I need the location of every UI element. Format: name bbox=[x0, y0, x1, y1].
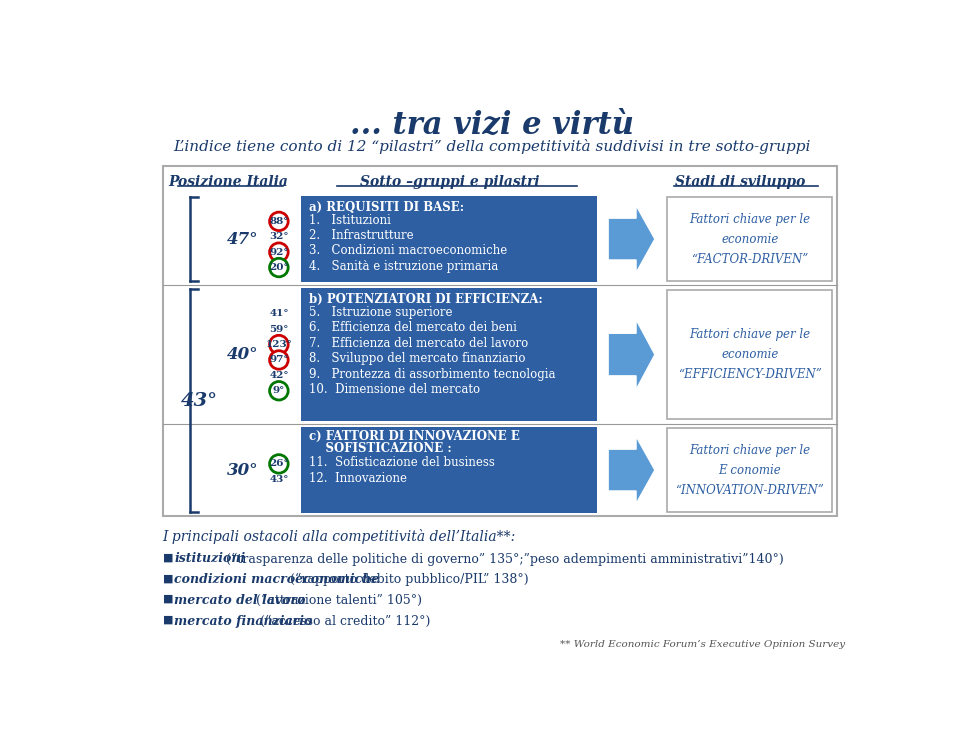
Text: Stadi di sviluppo: Stadi di sviluppo bbox=[675, 175, 805, 189]
Text: ■: ■ bbox=[162, 615, 173, 625]
Text: (“attrazione talenti” 105°): (“attrazione talenti” 105°) bbox=[252, 594, 421, 607]
Text: 9.   Prontezza di assorbimento tecnologia: 9. Prontezza di assorbimento tecnologia bbox=[309, 368, 556, 381]
Circle shape bbox=[270, 259, 288, 277]
Text: 5.   Istruzione superiore: 5. Istruzione superiore bbox=[309, 306, 452, 319]
Text: Posizione Italia: Posizione Italia bbox=[169, 175, 288, 189]
Text: 41°: 41° bbox=[269, 309, 289, 319]
FancyBboxPatch shape bbox=[301, 196, 597, 282]
FancyBboxPatch shape bbox=[162, 166, 837, 516]
Text: 10.  Dimensione del mercato: 10. Dimensione del mercato bbox=[309, 383, 480, 396]
Text: c) FATTORI DI INNOVAZIONE E: c) FATTORI DI INNOVAZIONE E bbox=[309, 430, 520, 443]
Text: Fattori chiave per le
economie
“EFFICIENCY-DRIVEN”: Fattori chiave per le economie “EFFICIEN… bbox=[678, 328, 822, 381]
Text: 26°: 26° bbox=[269, 459, 289, 468]
Text: L’indice tiene conto di 12 “pilastri” della competitività suddivisi in tre sotto: L’indice tiene conto di 12 “pilastri” de… bbox=[174, 139, 810, 154]
Text: 11.  Sofisticazione del business: 11. Sofisticazione del business bbox=[309, 456, 495, 469]
Polygon shape bbox=[609, 206, 655, 273]
FancyBboxPatch shape bbox=[667, 290, 832, 419]
Text: 7.   Efficienza del mercato del lavoro: 7. Efficienza del mercato del lavoro bbox=[309, 337, 528, 350]
Text: (“trasparenza delle politiche di governo” 135°;”peso adempimenti amministrativi”: (“trasparenza delle politiche di governo… bbox=[222, 553, 783, 565]
Text: 9°: 9° bbox=[273, 386, 285, 395]
Text: condizioni macroeconomiche: condizioni macroeconomiche bbox=[175, 574, 379, 586]
Circle shape bbox=[270, 455, 288, 473]
Text: I principali ostacoli alla competitività dell’Italia**:: I principali ostacoli alla competitività… bbox=[162, 529, 516, 545]
FancyBboxPatch shape bbox=[301, 288, 597, 421]
Text: SOFISTICAZIONE :: SOFISTICAZIONE : bbox=[309, 442, 452, 454]
Text: ** World Economic Forum’s Executive Opinion Survey: ** World Economic Forum’s Executive Opin… bbox=[560, 640, 845, 649]
Text: 40°: 40° bbox=[227, 346, 258, 363]
Text: (“rapporto debito pubblico/PIL” 138°): (“rapporto debito pubblico/PIL” 138°) bbox=[286, 574, 529, 586]
Circle shape bbox=[270, 350, 288, 369]
Text: ■: ■ bbox=[162, 553, 173, 562]
Text: 8.   Sviluppo del mercato finanziario: 8. Sviluppo del mercato finanziario bbox=[309, 352, 526, 365]
Text: 123°: 123° bbox=[266, 340, 292, 349]
Text: 92°: 92° bbox=[269, 247, 289, 256]
Text: 43°: 43° bbox=[269, 475, 289, 484]
Text: ■: ■ bbox=[162, 574, 173, 583]
Text: Fattori chiave per le
E conomie
“INNOVATION-DRIVEN”: Fattori chiave per le E conomie “INNOVAT… bbox=[675, 444, 824, 496]
Text: 59°: 59° bbox=[269, 325, 289, 333]
Text: 32°: 32° bbox=[269, 232, 289, 242]
Circle shape bbox=[270, 382, 288, 400]
Text: mercato finanziario: mercato finanziario bbox=[175, 615, 313, 628]
Text: Sotto –gruppi e pilastri: Sotto –gruppi e pilastri bbox=[360, 175, 540, 189]
Text: 3.   Condizioni macroeconomiche: 3. Condizioni macroeconomiche bbox=[309, 245, 507, 257]
Text: istituzioni: istituzioni bbox=[175, 553, 246, 565]
Text: 88°: 88° bbox=[269, 217, 289, 226]
Text: ■: ■ bbox=[162, 594, 173, 604]
Text: 20°: 20° bbox=[269, 263, 289, 272]
Text: mercato del lavoro: mercato del lavoro bbox=[175, 594, 305, 607]
Text: (“accesso al credito” 112°): (“accesso al credito” 112°) bbox=[256, 615, 430, 628]
Polygon shape bbox=[609, 436, 655, 503]
Polygon shape bbox=[609, 320, 655, 389]
Text: a) REQUISITI DI BASE:: a) REQUISITI DI BASE: bbox=[309, 201, 465, 213]
Text: b) POTENZIATORI DI EFFICIENZA:: b) POTENZIATORI DI EFFICIENZA: bbox=[309, 293, 542, 306]
Text: ... tra vizi e virtù: ... tra vizi e virtù bbox=[350, 110, 634, 142]
Circle shape bbox=[270, 336, 288, 353]
Text: 97°: 97° bbox=[269, 356, 289, 365]
Text: 43°: 43° bbox=[181, 392, 218, 410]
FancyBboxPatch shape bbox=[301, 427, 597, 514]
Text: 4.   Sanità e istruzione primaria: 4. Sanità e istruzione primaria bbox=[309, 260, 498, 273]
FancyBboxPatch shape bbox=[667, 428, 832, 511]
Text: 30°: 30° bbox=[227, 462, 258, 479]
Circle shape bbox=[270, 243, 288, 262]
Text: 6.   Efficienza del mercato dei beni: 6. Efficienza del mercato dei beni bbox=[309, 322, 517, 334]
Circle shape bbox=[270, 212, 288, 230]
Text: 12.  Innovazione: 12. Innovazione bbox=[309, 471, 407, 485]
Text: 2.   Infrastrutture: 2. Infrastrutture bbox=[309, 229, 414, 242]
Text: 47°: 47° bbox=[227, 230, 258, 247]
Text: 1.   Istituzioni: 1. Istituzioni bbox=[309, 213, 391, 227]
Text: 42°: 42° bbox=[269, 370, 289, 380]
FancyBboxPatch shape bbox=[667, 198, 832, 281]
Text: Fattori chiave per le
economie
“FACTOR-DRIVEN”: Fattori chiave per le economie “FACTOR-D… bbox=[689, 213, 810, 265]
